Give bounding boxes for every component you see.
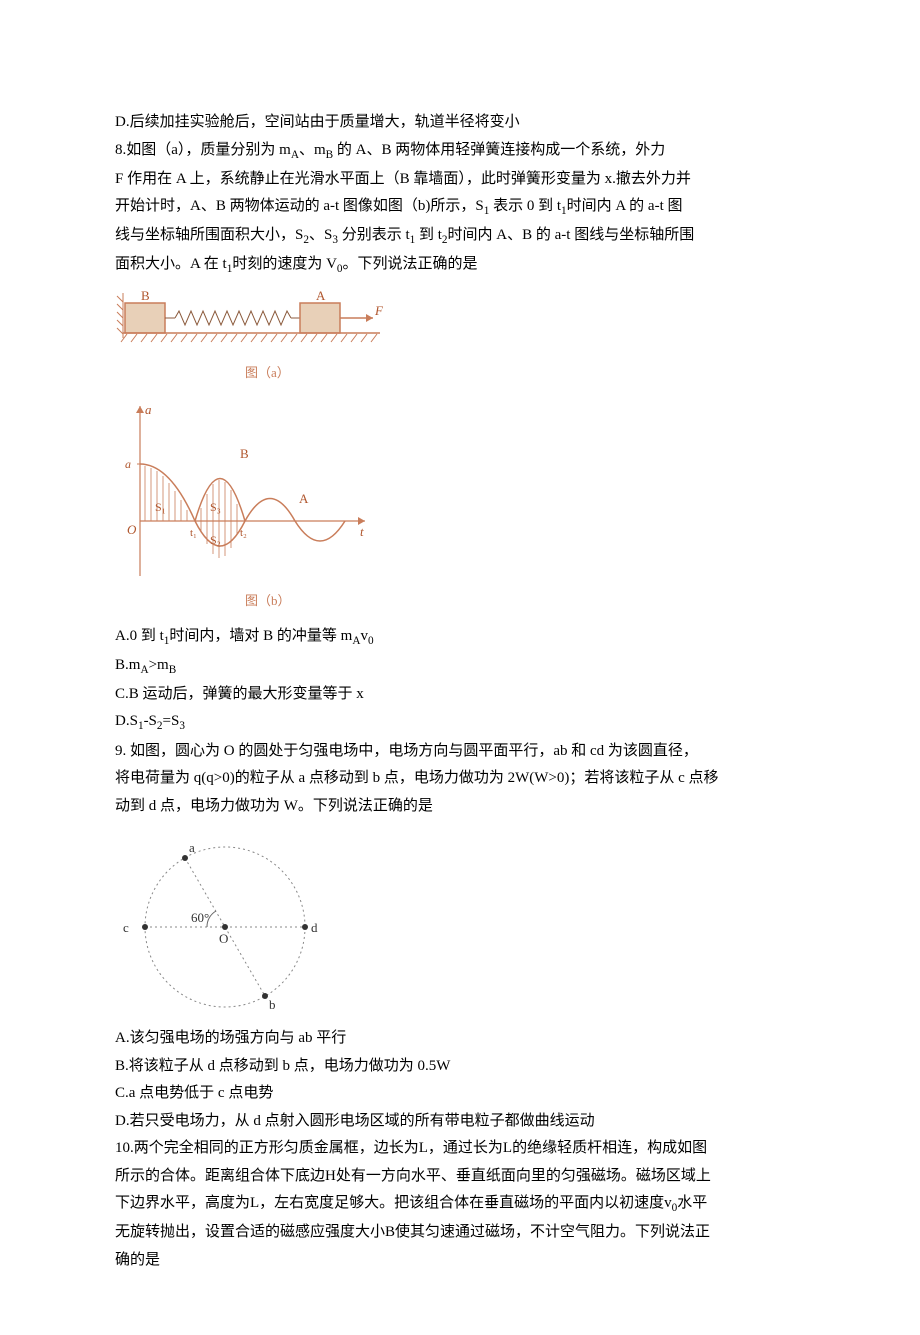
q9-optc: C.a 点电势低于 c 点电势 bbox=[115, 1085, 273, 1101]
q8-opta-sub0: 0 bbox=[368, 635, 374, 647]
q10-line5: 确的是 bbox=[115, 1248, 805, 1274]
q7-option-d: D.后续加挂实验舱后，空间站由于质量增大，轨道半径将变小 bbox=[115, 110, 805, 136]
q8-line5: 面积大小。A 在 t1时刻的速度为 V0。下列说法正确的是 bbox=[115, 252, 805, 279]
q9-option-d: D.若只受电场力，从 d 点射入圆形电场区域的所有带电粒子都做曲线运动 bbox=[115, 1109, 805, 1135]
q8-line3b: 表示 0 到 t bbox=[489, 198, 561, 214]
q9-option-b: B.将该粒子从 d 点移动到 b 点，电场力做功为 0.5W bbox=[115, 1054, 805, 1080]
fig-b-label-curve-a: A bbox=[299, 491, 309, 506]
q8-opta-1: A.0 到 t bbox=[115, 628, 164, 644]
q8-option-b: B.mA>mB bbox=[115, 653, 805, 680]
q8-option-d: D.S1-S2=S3 bbox=[115, 709, 805, 736]
q10-line2-text: 所示的合体。距离组合体下底边H处有一方向水平、垂直纸面向里的匀强磁场。磁场区域上 bbox=[115, 1168, 711, 1184]
q8-optc: C.B 运动后，弹簧的最大形变量等于 x bbox=[115, 686, 364, 702]
fig-b-s2: S₂ bbox=[210, 533, 221, 547]
q9-pt-a: a bbox=[189, 840, 195, 855]
q9-figure-container: 60° a b c d O bbox=[115, 827, 805, 1022]
q8-option-a: A.0 到 t1时间内，墙对 B 的冲量等 mAv0 bbox=[115, 624, 805, 651]
q8-intro1: 8. bbox=[115, 142, 126, 158]
q8-optb-2: >m bbox=[149, 657, 169, 673]
q8-sub-a: A bbox=[291, 149, 299, 161]
q9-optd: D.若只受电场力，从 d 点射入圆形电场区域的所有带电粒子都做曲线运动 bbox=[115, 1113, 595, 1129]
q10-num: 10. bbox=[115, 1140, 134, 1156]
q9-option-a: A.该匀强电场的场强方向与 ab 平行 bbox=[115, 1026, 805, 1052]
fig-a-label-a: A bbox=[316, 288, 326, 303]
fig-a-label-b: B bbox=[141, 288, 150, 303]
fig-b-label-t: t bbox=[360, 524, 364, 539]
fig-b-t1: t₁ bbox=[190, 527, 197, 539]
q10-line1-text: 两个完全相同的正方形匀质金属框，边长为L，通过长为L的绝缘轻质杆相连，构成如图 bbox=[134, 1140, 707, 1156]
fig-b-s1: S₁ bbox=[155, 500, 166, 514]
q8-optb-1: B.m bbox=[115, 657, 140, 673]
q9-option-c: C.a 点电势低于 c 点电势 bbox=[115, 1081, 805, 1107]
q8-line5c: 。下列说法正确的是 bbox=[343, 256, 478, 272]
q8-line5b: 时刻的速度为 V bbox=[232, 256, 337, 272]
q9-line3-text: 动到 d 点，电场力做功为 W。下列说法正确的是 bbox=[115, 798, 433, 814]
q9-opta: A.该匀强电场的场强方向与 ab 平行 bbox=[115, 1030, 346, 1046]
q10-line4: 无旋转抛出，设置合适的磁感应强度大小B使其匀速通过磁场，不计空气阻力。下列说法正 bbox=[115, 1220, 805, 1246]
q8-line2-text: F 作用在 A 上，系统静止在光滑水平面上（B 靠墙面），此时弹簧形变量为 x.… bbox=[115, 171, 691, 187]
q7-option-d-text: D.后续加挂实验舱后，空间站由于质量增大，轨道半径将变小 bbox=[115, 114, 520, 130]
q8-line4a: 线与坐标轴所围面积大小，S bbox=[115, 227, 303, 243]
q10-line1: 10.两个完全相同的正方形匀质金属框，边长为L，通过长为L的绝缘轻质杆相连，构成… bbox=[115, 1136, 805, 1162]
q8-intro2: 如图（a），质量分别为 m bbox=[126, 142, 291, 158]
q9-line1: 9. 如图，圆心为 O 的圆处于匀强电场中，电场方向与圆平面平行，ab 和 cd… bbox=[115, 739, 805, 765]
q8-intro3: 、m bbox=[299, 142, 326, 158]
q8-line3c: 时间内 A 的 a-t 图 bbox=[567, 198, 683, 214]
q8-line4b: 、S bbox=[309, 227, 332, 243]
q10-line3b: 水平 bbox=[677, 1195, 707, 1211]
q8-optd-sub3: 3 bbox=[179, 720, 185, 732]
q9-pt-c: c bbox=[123, 920, 129, 935]
q9-line2: 将电荷量为 q(q>0)的粒子从 a 点移动到 b 点，电场力做功为 2W(W>… bbox=[115, 766, 805, 792]
q9-line1-text: 如图，圆心为 O 的圆处于匀强电场中，电场方向与圆平面平行，ab 和 cd 为该… bbox=[130, 743, 698, 759]
q9-num: 9. bbox=[115, 743, 130, 759]
q9-pt-o: O bbox=[219, 931, 228, 946]
q9-pt-b: b bbox=[269, 997, 276, 1012]
q8-figure-b-svg: O a t a A B S₁ S₃ bbox=[115, 396, 375, 586]
q8-fig-b-label: 图（b） bbox=[115, 590, 805, 612]
q8-line1: 8.如图（a），质量分别为 mA、mB 的 A、B 两物体用轻弹簧连接构成一个系… bbox=[115, 138, 805, 165]
q8-optd-2: -S bbox=[144, 713, 157, 729]
q8-line4d: 到 t bbox=[415, 227, 442, 243]
q8-line3: 开始计时，A、B 两物体运动的 a-t 图像如图（b)所示，S1 表示 0 到 … bbox=[115, 194, 805, 221]
q8-line2: F 作用在 A 上，系统静止在光滑水平面上（B 靠墙面），此时弹簧形变量为 x.… bbox=[115, 167, 805, 193]
q9-line2-text: 将电荷量为 q(q>0)的粒子从 a 点移动到 b 点，电场力做功为 2W(W>… bbox=[115, 770, 719, 786]
q8-opta-3: v bbox=[360, 628, 368, 644]
q10-line2: 所示的合体。距离组合体下底边H处有一方向水平、垂直纸面向里的匀强磁场。磁场区域上 bbox=[115, 1164, 805, 1190]
q8-intro4: 的 A、B 两物体用轻弹簧连接构成一个系统，外力 bbox=[333, 142, 665, 158]
q8-opta-2: 时间内，墙对 B 的冲量等 m bbox=[169, 628, 352, 644]
q9-figure-svg: 60° a b c d O bbox=[115, 827, 335, 1022]
fig-a-label-f: F bbox=[374, 303, 384, 318]
q10-line5-text: 确的是 bbox=[115, 1252, 160, 1268]
q10-line4-text: 无旋转抛出，设置合适的磁感应强度大小B使其匀速通过磁场，不计空气阻力。下列说法正 bbox=[115, 1224, 710, 1240]
q10-line3: 下边界水平，高度为L，左右宽度足够大。把该组合体在垂直磁场的平面内以初速度v0水… bbox=[115, 1191, 805, 1218]
q8-line5a: 面积大小。A 在 t bbox=[115, 256, 227, 272]
fig-b-label-o: O bbox=[127, 522, 137, 537]
q8-optd-3: =S bbox=[163, 713, 180, 729]
q8-figure-a-svg: B A F bbox=[115, 288, 385, 358]
q8-figure-a-container: B A F 图（a） bbox=[115, 288, 805, 384]
q8-line3a: 开始计时，A、B 两物体运动的 a-t 图像如图（b)所示，S bbox=[115, 198, 484, 214]
q8-sub-b: B bbox=[326, 149, 334, 161]
fig-b-s3: S₃ bbox=[210, 500, 221, 514]
q8-figure-b-container: O a t a A B S₁ S₃ bbox=[115, 396, 805, 612]
q8-optd-1: D.S bbox=[115, 713, 138, 729]
svg-text:a: a bbox=[125, 457, 131, 471]
q9-line3: 动到 d 点，电场力做功为 W。下列说法正确的是 bbox=[115, 794, 805, 820]
q8-line4c: 分别表示 t bbox=[338, 227, 410, 243]
fig-b-label-a: a bbox=[145, 402, 152, 417]
q10-line3a: 下边界水平，高度为L，左右宽度足够大。把该组合体在垂直磁场的平面内以初速度v bbox=[115, 1195, 672, 1211]
fig-b-t2: t₂ bbox=[240, 527, 247, 539]
q9-optb: B.将该粒子从 d 点移动到 b 点，电场力做功为 0.5W bbox=[115, 1058, 450, 1074]
q8-line4e: 时间内 A、B 的 a-t 图线与坐标轴所围 bbox=[448, 227, 695, 243]
q9-angle: 60° bbox=[191, 910, 209, 925]
q8-fig-a-label: 图（a） bbox=[115, 362, 805, 384]
q8-optb-subA: A bbox=[140, 664, 148, 676]
fig-b-label-curve-b: B bbox=[240, 446, 249, 461]
q9-pt-d: d bbox=[311, 920, 318, 935]
q8-optb-subB: B bbox=[169, 664, 177, 676]
q8-line4: 线与坐标轴所围面积大小，S2、S3 分别表示 t1 到 t2时间内 A、B 的 … bbox=[115, 223, 805, 250]
q8-option-c: C.B 运动后，弹簧的最大形变量等于 x bbox=[115, 682, 805, 708]
